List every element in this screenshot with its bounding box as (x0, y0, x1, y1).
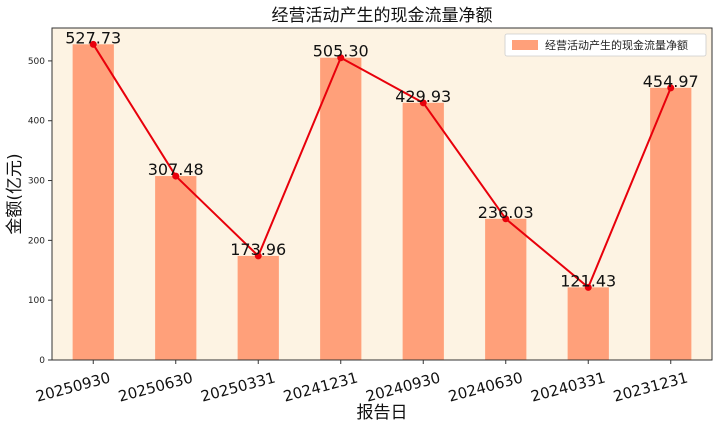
data-label-7: 454.97 (643, 72, 699, 91)
y-tick-label-2: 200 (28, 236, 45, 246)
bar-0 (72, 44, 114, 360)
y-tick-label-3: 300 (28, 177, 45, 187)
x-tick-label-6: 20240331 (529, 368, 607, 405)
x-tick-label-0: 20250930 (34, 368, 112, 405)
y-axis-label: 金额(亿元) (5, 153, 25, 234)
data-label-1: 307.48 (148, 160, 204, 179)
y-tick-label-0: 0 (39, 356, 45, 366)
series-line (92, 43, 672, 289)
bar-1 (155, 176, 197, 360)
bars (72, 44, 692, 361)
legend-label: 经营活动产生的现金流量净额 (545, 38, 688, 52)
plot-area (52, 28, 712, 360)
x-tick-label-2: 20250331 (199, 368, 277, 405)
data-labels: 527.73 307.48 173.96 505.30 429.93 236.03 121.… (65, 28, 698, 290)
point-7 (667, 84, 675, 92)
bar-4 (402, 102, 444, 360)
bar-5 (485, 218, 527, 360)
legend: 经营活动产生的现金流量净额 (504, 33, 707, 57)
bar-3 (320, 57, 362, 361)
chart-title: 经营活动产生的现金流量净额 (272, 6, 493, 26)
x-tick-label-4: 20240930 (364, 368, 442, 405)
data-label-2: 173.96 (230, 240, 286, 259)
x-tick-label-1: 20250630 (116, 368, 194, 405)
point-1 (172, 172, 180, 180)
y-tick-label-5: 500 (28, 57, 45, 67)
x-tick-label-3: 20241231 (281, 368, 359, 405)
data-label-0: 527.73 (65, 28, 121, 47)
bar-7 (650, 87, 692, 360)
data-label-4: 429.93 (395, 87, 451, 106)
x-tick-label-7: 20231231 (611, 368, 689, 405)
y-axis: 0 100 200 300 400 500 (28, 57, 52, 366)
legend-box (504, 33, 707, 57)
point-0 (89, 40, 97, 48)
x-axis: 20250930 20250630 20250331 20241231 20240930… (34, 360, 690, 406)
bar-6 (567, 287, 609, 360)
point-3 (337, 54, 345, 62)
x-tick-label-5: 20240630 (446, 368, 524, 405)
line-series (89, 40, 675, 291)
bar-2 (237, 255, 279, 360)
point-2 (254, 252, 262, 260)
data-label-5: 236.03 (478, 203, 534, 222)
point-6 (584, 283, 592, 291)
legend-swatch (512, 40, 538, 50)
data-label-3: 505.30 (313, 42, 369, 61)
x-axis-label: 报告日 (357, 403, 408, 423)
data-label-6: 121.43 (560, 271, 616, 290)
plot-frame (51, 27, 713, 361)
point-5 (502, 215, 510, 223)
y-tick-label-1: 100 (28, 296, 45, 306)
point-4 (419, 99, 427, 107)
y-tick-label-4: 400 (28, 117, 45, 127)
